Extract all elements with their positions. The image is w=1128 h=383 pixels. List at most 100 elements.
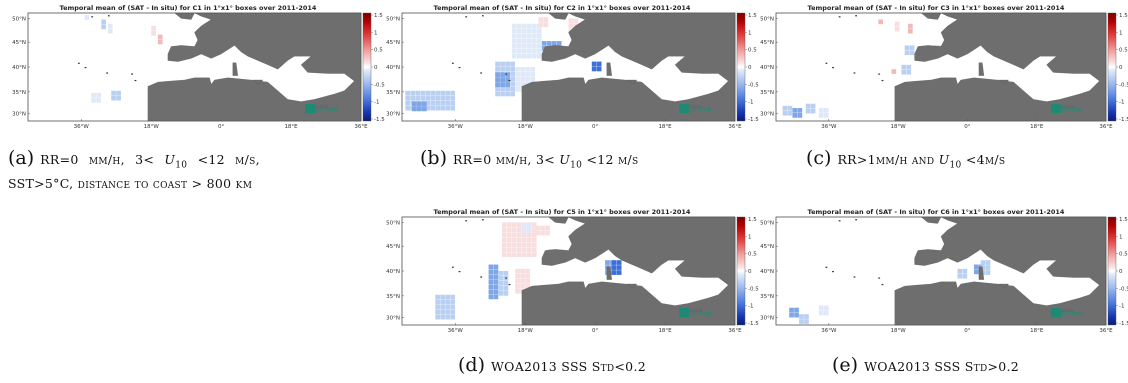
data-cell xyxy=(505,82,510,88)
data-cell xyxy=(804,319,809,324)
island xyxy=(465,220,468,222)
data-cell xyxy=(501,242,507,248)
data-cell xyxy=(450,314,455,320)
data-cell xyxy=(526,48,532,54)
caption-text-line-2: SST>5°C, distance to coast > 800 km xyxy=(8,175,253,191)
data-cell xyxy=(792,113,798,118)
data-cell xyxy=(425,90,431,96)
data-cell xyxy=(430,95,436,101)
data-cell xyxy=(511,48,517,54)
data-cell xyxy=(526,232,532,238)
data-cell xyxy=(530,67,535,72)
land-mass xyxy=(606,266,612,280)
island xyxy=(505,73,508,75)
colorbar-tick-label: 1 xyxy=(748,30,752,36)
data-cell xyxy=(488,279,494,285)
lat-tick-label: 30°N xyxy=(12,111,26,117)
caption-label: (b) xyxy=(420,147,447,169)
data-cell xyxy=(493,279,499,285)
logo-icon xyxy=(305,104,316,114)
data-cell xyxy=(506,232,512,238)
data-cell xyxy=(515,77,520,82)
island xyxy=(77,62,80,64)
island xyxy=(107,15,110,17)
data-cell xyxy=(789,307,794,313)
lat-tick-label: 50°N xyxy=(760,16,774,22)
land-mass xyxy=(998,79,1009,85)
data-cell xyxy=(415,95,421,101)
logo-text: pi-mep xyxy=(1062,106,1083,113)
data-cell xyxy=(536,33,542,39)
data-cell xyxy=(894,26,900,32)
data-cell xyxy=(411,101,417,107)
data-cell xyxy=(420,90,426,96)
caption-label: (c) xyxy=(806,147,832,169)
map-plot: pi-mep xyxy=(775,216,1107,326)
island xyxy=(91,16,94,18)
island xyxy=(855,15,857,17)
colorbar-tick-label: 0 xyxy=(374,65,378,71)
data-cell xyxy=(500,91,505,97)
data-cell xyxy=(818,113,824,118)
logo-icon xyxy=(1050,308,1061,318)
data-cell xyxy=(445,105,450,111)
data-cell xyxy=(605,260,610,265)
data-cell xyxy=(84,15,90,20)
lon-tick-label: 36°E xyxy=(354,124,368,130)
lon-tick-label: 36°W xyxy=(821,328,837,334)
data-cell xyxy=(498,291,504,296)
data-cell xyxy=(515,273,520,279)
data-cell xyxy=(531,252,537,258)
data-cell xyxy=(488,269,494,275)
lon-tick-label: 0° xyxy=(218,124,224,130)
land-mass xyxy=(978,266,985,280)
colorbar xyxy=(362,12,372,122)
data-cell xyxy=(526,242,532,248)
map-figure-d: Temporal mean of (SAT - In situ) for C5 … xyxy=(386,208,759,334)
data-cell xyxy=(440,95,445,101)
data-cell xyxy=(96,92,101,98)
colorbar-tick-label: 1 xyxy=(1119,30,1123,36)
data-cell xyxy=(909,45,915,51)
data-cell xyxy=(440,309,445,315)
caption-b: (b) RR=0 mm/h, 3< U10 <12 m/s xyxy=(420,147,750,175)
map-figure-e: Temporal mean of (SAT - In situ) for C6 … xyxy=(760,208,1128,334)
data-cell xyxy=(891,69,897,74)
colorbar-tick-label: -1.5 xyxy=(748,321,759,327)
data-cell xyxy=(516,23,522,29)
data-cell xyxy=(500,61,505,67)
data-cell xyxy=(591,61,597,67)
data-cell xyxy=(526,223,532,229)
data-cell xyxy=(495,91,500,97)
island xyxy=(465,16,468,18)
logo-icon xyxy=(679,308,690,318)
land-mass xyxy=(606,62,612,76)
lat-tick-label: 40°N xyxy=(12,65,26,71)
colorbar-tick-label: 1 xyxy=(1119,234,1123,240)
island xyxy=(505,277,508,279)
map-figure-a: Temporal mean of (SAT - In situ) for C1 … xyxy=(12,4,385,130)
island xyxy=(106,72,109,74)
data-cell xyxy=(823,108,829,113)
colorbar-tick-label: -0.5 xyxy=(748,82,759,88)
data-cell xyxy=(506,242,512,248)
lat-tick-label: 40°N xyxy=(760,269,774,275)
data-cell xyxy=(616,270,622,275)
data-cell xyxy=(157,39,163,45)
data-cell xyxy=(957,268,963,274)
data-cell xyxy=(498,286,504,291)
data-cell xyxy=(515,278,520,284)
panel-e: Temporal mean of (SAT - In situ) for C6 … xyxy=(756,206,1128,338)
data-cell xyxy=(511,242,517,248)
lon-tick-label: 36°E xyxy=(1099,328,1113,334)
colorbar-tick-label: 0.5 xyxy=(748,252,757,258)
island xyxy=(832,271,834,273)
data-cell xyxy=(157,34,163,40)
data-cell xyxy=(908,23,913,29)
data-cell xyxy=(526,53,532,59)
panel-title: Temporal mean of (SAT - In situ) for C2 … xyxy=(434,4,691,12)
data-cell xyxy=(498,276,504,281)
lon-tick-label: 18°E xyxy=(284,124,298,130)
data-cell xyxy=(799,319,804,324)
data-cell xyxy=(521,237,527,243)
